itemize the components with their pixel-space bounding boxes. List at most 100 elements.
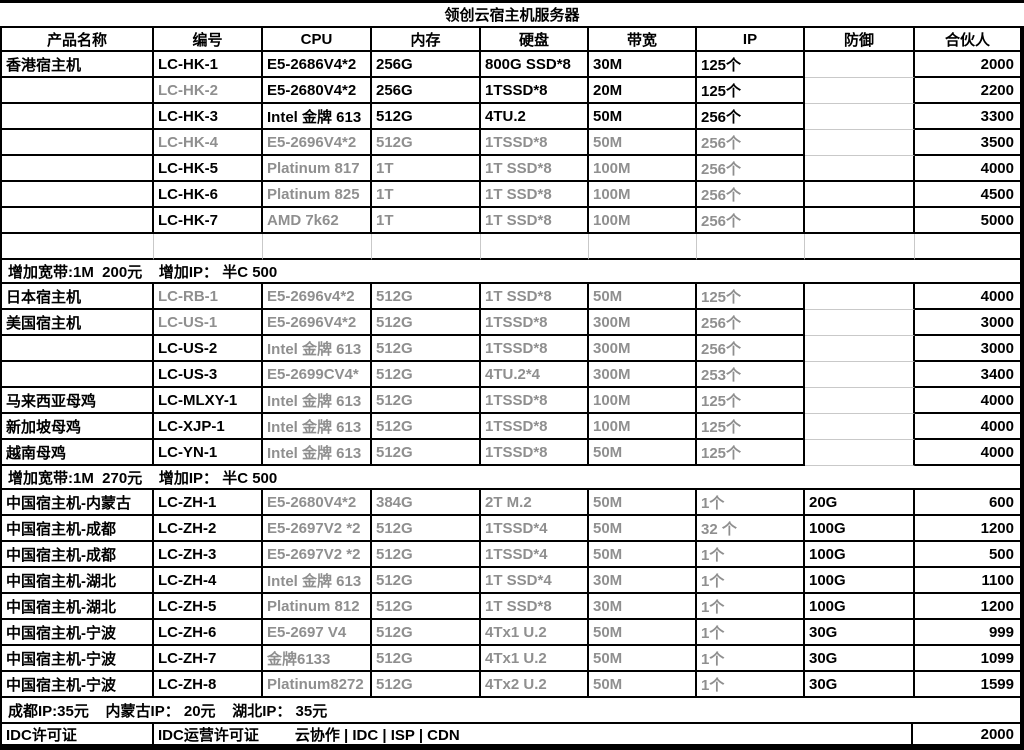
cell-disk: 1T SSD*8: [481, 284, 589, 310]
cell-defense: 100G: [805, 594, 915, 620]
cell-cpu: E5-2680V4*2: [263, 78, 372, 104]
cell-defense: [805, 130, 915, 156]
cell-cpu: E5-2680V4*2: [263, 490, 372, 516]
cell-disk: 1T SSD*4: [481, 568, 589, 594]
col-header-product-name: 产品名称: [0, 26, 154, 52]
cell-price: 3500: [915, 130, 1024, 156]
page-title: 领创云宿主机服务器: [0, 0, 1024, 26]
cell-bandwidth: 50M: [589, 440, 697, 466]
cell-memory: 1T: [372, 156, 481, 182]
cell-ip: 1个: [697, 594, 805, 620]
cell-ip: 125个: [697, 414, 805, 440]
cell-defense: 100G: [805, 516, 915, 542]
cell-price: 4000: [915, 284, 1024, 310]
cell-bandwidth: 50M: [589, 646, 697, 672]
cell-id: LC-HK-6: [154, 182, 263, 208]
cell-product-name: 中国宿主机-湖北: [0, 568, 154, 594]
cell-cpu: Platinum 812: [263, 594, 372, 620]
spacer-cell: [154, 234, 263, 260]
product-row: 新加坡母鸡 LC-XJP-1 Intel 金牌 613 512G 1TSSD*8 100M…: [0, 414, 1024, 440]
cell-ip: 1个: [697, 490, 805, 516]
product-row: LC-HK-4 E5-2696V4*2 512G 1TSSD*8 50M 256个 3500: [0, 130, 1024, 156]
product-row: 香港宿主机 LC-HK-1 E5-2686V4*2 256G 800G SSD*8 30M…: [0, 52, 1024, 78]
cell-defense: [805, 336, 915, 362]
cell-disk: 4Tx1 U.2: [481, 620, 589, 646]
cell-bandwidth: 300M: [589, 310, 697, 336]
cell-ip: 1个: [697, 646, 805, 672]
cell-id: LC-YN-1: [154, 440, 263, 466]
cell-defense: [805, 104, 915, 130]
cell-disk: 1TSSD*8: [481, 310, 589, 336]
cell-id: LC-ZH-4: [154, 568, 263, 594]
product-row: LC-US-3 E5-2699CV4* 512G 4TU.2*4 300M 253个 340…: [0, 362, 1024, 388]
cell-id: LC-ZH-3: [154, 542, 263, 568]
product-row: 中国宿主机-湖北 LC-ZH-4 Intel 金牌 613 512G 1T SSD*4 3…: [0, 568, 1024, 594]
cell-memory: 384G: [372, 490, 481, 516]
cell-price: 3400: [915, 362, 1024, 388]
cell-product-name: 中国宿主机-成都: [0, 516, 154, 542]
cell-disk: 1TSSD*8: [481, 440, 589, 466]
cell-price: 3000: [915, 310, 1024, 336]
cell-price: 1200: [915, 516, 1024, 542]
cell-disk: 1TSSD*8: [481, 388, 589, 414]
cell-memory: 512G: [372, 594, 481, 620]
cell-disk: 4TU.2*4: [481, 362, 589, 388]
cell-id: LC-ZH-8: [154, 672, 263, 698]
cell-ip: 256个: [697, 130, 805, 156]
cell-cpu: E5-2699CV4*: [263, 362, 372, 388]
cell-disk: 1TSSD*4: [481, 516, 589, 542]
cell-bandwidth: 100M: [589, 388, 697, 414]
cell-idc-license-detail: IDC运营许可证 云协作 | IDC | ISP | CDN: [154, 724, 913, 750]
cell-bandwidth: 100M: [589, 156, 697, 182]
cell-price: 4000: [915, 388, 1024, 414]
cell-product-name: 日本宿主机: [0, 284, 154, 310]
cell-disk: 1TSSD*4: [481, 542, 589, 568]
product-row: LC-HK-2 E5-2680V4*2 256G 1TSSD*8 20M 125个 2200: [0, 78, 1024, 104]
cell-price: 999: [915, 620, 1024, 646]
cell-cpu: 金牌6133: [263, 646, 372, 672]
cell-cpu: E5-2696V4*2: [263, 310, 372, 336]
cell-memory: 512G: [372, 130, 481, 156]
cell-defense: [805, 284, 915, 310]
cell-id: LC-US-1: [154, 310, 263, 336]
cell-product-name: [0, 130, 154, 156]
cell-price: 1200: [915, 594, 1024, 620]
cell-defense: [805, 182, 915, 208]
spacer-cell: [372, 234, 481, 260]
cell-product-name: [0, 104, 154, 130]
cell-disk: 2T M.2: [481, 490, 589, 516]
cell-id: LC-HK-4: [154, 130, 263, 156]
cell-product-name: 中国宿主机-宁波: [0, 672, 154, 698]
product-row: 马来西亚母鸡 LC-MLXY-1 Intel 金牌 613 512G 1TSSD*8 10…: [0, 388, 1024, 414]
cell-bandwidth: 20M: [589, 78, 697, 104]
product-row: 中国宿主机-宁波 LC-ZH-8 Platinum8272 512G 4Tx2 U.2 5…: [0, 672, 1024, 698]
cell-memory: 512G: [372, 672, 481, 698]
cell-cpu: Platinum 825: [263, 182, 372, 208]
cell-defense: 30G: [805, 672, 915, 698]
cell-ip: 256个: [697, 336, 805, 362]
spacer-cell: [697, 234, 805, 260]
cell-defense: [805, 310, 915, 336]
cell-id: LC-MLXY-1: [154, 388, 263, 414]
cell-disk: 4Tx1 U.2: [481, 646, 589, 672]
cell-idc-license: IDC许可证: [0, 724, 154, 750]
cell-memory: 512G: [372, 336, 481, 362]
cell-ip: 125个: [697, 284, 805, 310]
license-items: 云协作 | IDC | ISP | CDN: [294, 726, 460, 744]
cell-bandwidth: 300M: [589, 362, 697, 388]
spacer-cell: [915, 234, 1024, 260]
cell-price: 2000: [915, 52, 1024, 78]
cell-defense: [805, 388, 915, 414]
cell-defense: [805, 414, 915, 440]
cell-disk: 1T SSD*8: [481, 156, 589, 182]
cell-ip: 32 个: [697, 516, 805, 542]
cell-defense: [805, 362, 915, 388]
cell-price: 4500: [915, 182, 1024, 208]
cell-cpu: Intel 金牌 613: [263, 440, 372, 466]
cell-bandwidth: 30M: [589, 568, 697, 594]
cell-ip: 256个: [697, 104, 805, 130]
cell-product-name: 中国宿主机-宁波: [0, 620, 154, 646]
cell-ip: 256个: [697, 310, 805, 336]
cell-defense: 30G: [805, 646, 915, 672]
cell-id: LC-US-2: [154, 336, 263, 362]
